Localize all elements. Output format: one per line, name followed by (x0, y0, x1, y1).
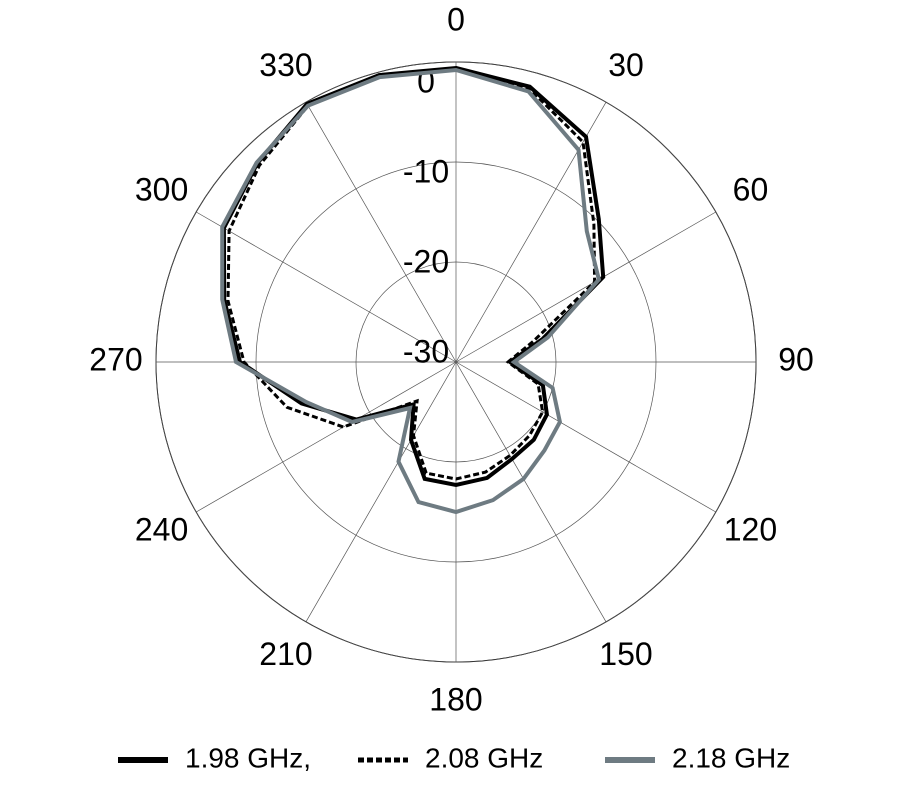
theta-tick-label: 30 (608, 47, 644, 83)
theta-tick-label: 240 (135, 511, 188, 547)
spoke (305, 102, 457, 363)
legend-label: 2.08 GHz (425, 742, 543, 773)
spoke (196, 211, 457, 363)
r-tick-label: -30 (403, 333, 449, 369)
theta-tick-label: 60 (733, 171, 769, 207)
r-tick-label: -10 (403, 153, 449, 189)
spoke (455, 211, 716, 363)
theta-tick-label: 180 (429, 681, 482, 717)
legend-label: 2.18 GHz (672, 742, 790, 773)
theta-tick-label: 270 (89, 341, 142, 377)
r-tick-label: -20 (403, 243, 449, 279)
series-line (220, 67, 602, 515)
spoke (455, 361, 607, 622)
theta-tick-label: 0 (447, 1, 465, 37)
spoke (455, 361, 716, 513)
theta-tick-label: 150 (599, 636, 652, 672)
theta-tick-label: 330 (259, 47, 312, 83)
theta-tick-label: 300 (135, 171, 188, 207)
theta-tick-label: 120 (724, 511, 777, 547)
theta-tick-label: 210 (259, 636, 312, 672)
grid-circle (255, 161, 657, 563)
spoke (196, 361, 457, 513)
spoke (305, 361, 457, 622)
theta-tick-label: 90 (778, 341, 814, 377)
legend-label: 1.98 GHz, (185, 742, 311, 773)
spoke (455, 102, 607, 363)
grid-circle (155, 61, 757, 663)
grid-circle (355, 261, 557, 463)
